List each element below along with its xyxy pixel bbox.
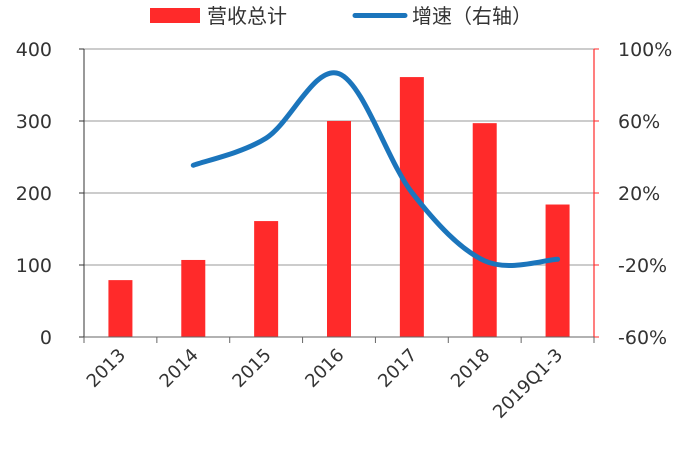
right-axis-ticks: -60% -20% 20% 60% 100% (594, 39, 672, 349)
left-tick-label: 0 (40, 327, 52, 349)
right-tick-label: 20% (618, 183, 660, 205)
x-tick-label: 2018 (447, 345, 494, 392)
bar (545, 204, 570, 337)
legend-label-revenue: 营收总计 (207, 4, 287, 28)
left-tick-label: 300 (16, 111, 52, 133)
right-tick-label: -60% (618, 327, 667, 349)
growth-line (190, 70, 561, 268)
bar (108, 280, 133, 337)
x-tick-label: 2019Q1-3 (489, 345, 567, 423)
bar (181, 259, 206, 337)
x-tick-label: 2015 (228, 345, 275, 392)
x-tick-label: 2013 (83, 345, 130, 392)
x-tick-label: 2014 (156, 345, 203, 392)
right-tick-label: 60% (618, 111, 660, 133)
bar (472, 123, 497, 337)
x-tick-label: 2017 (374, 345, 421, 392)
left-tick-label: 200 (16, 183, 52, 205)
growth-line-group (190, 70, 561, 268)
x-tick-label: 2016 (301, 345, 348, 392)
right-tick-label: -20% (618, 255, 667, 277)
legend-swatch-revenue (150, 8, 200, 23)
bar (254, 221, 279, 337)
right-tick-label: 100% (618, 39, 672, 61)
legend-label-growth: 增速（右轴） (412, 4, 532, 28)
left-axis-ticks: 0 100 200 300 400 (16, 39, 84, 349)
bar (399, 77, 424, 337)
legend: 营收总计 增速（右轴） (150, 4, 532, 28)
bar (327, 121, 351, 337)
left-tick-label: 100 (16, 255, 52, 277)
left-tick-label: 400 (16, 39, 52, 61)
bars (108, 77, 570, 337)
